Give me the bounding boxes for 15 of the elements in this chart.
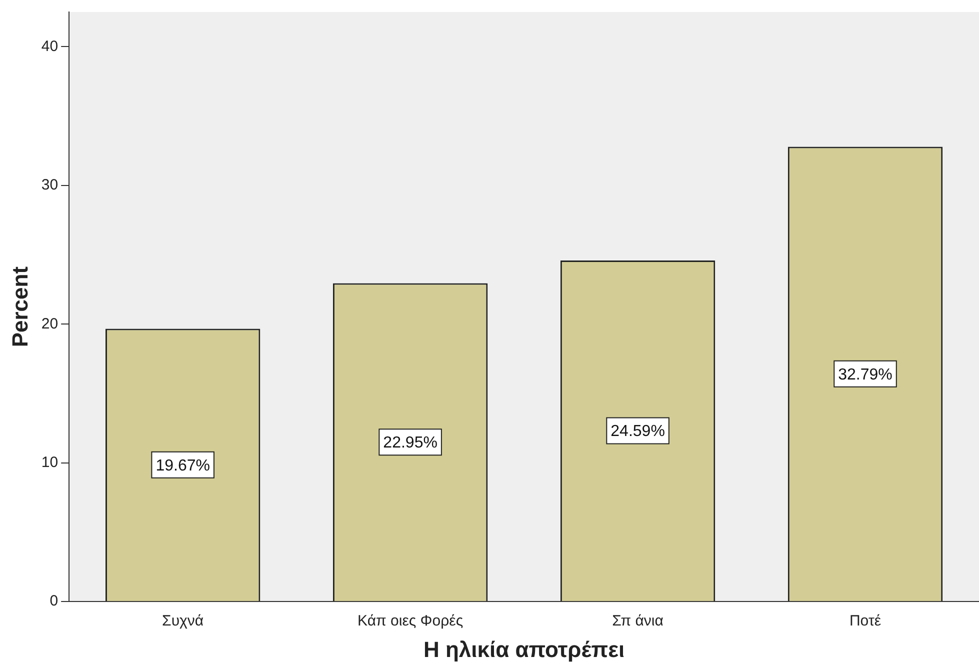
x-tick-label: Ποτέ bbox=[849, 612, 882, 630]
y-tick-label: 10 bbox=[41, 454, 58, 472]
data-label: 19.67% bbox=[156, 457, 210, 474]
data-label: 22.95% bbox=[383, 434, 438, 452]
data-label: 24.59% bbox=[610, 423, 665, 440]
y-tick-label: 20 bbox=[41, 315, 58, 332]
data-label: 32.79% bbox=[838, 366, 892, 384]
x-tick-label: Συχνά bbox=[162, 612, 204, 630]
x-axis-title: Η ηλικία αποτρέπει bbox=[423, 636, 625, 662]
y-axis-title: Percent bbox=[7, 266, 32, 348]
y-tick-label: 30 bbox=[41, 176, 58, 194]
y-tick-label: 0 bbox=[50, 592, 58, 610]
y-tick-label: 40 bbox=[41, 38, 58, 55]
x-tick-label: Σπ άνια bbox=[612, 612, 664, 630]
x-tick-label: Κάπ οιες Φορές bbox=[358, 612, 464, 630]
